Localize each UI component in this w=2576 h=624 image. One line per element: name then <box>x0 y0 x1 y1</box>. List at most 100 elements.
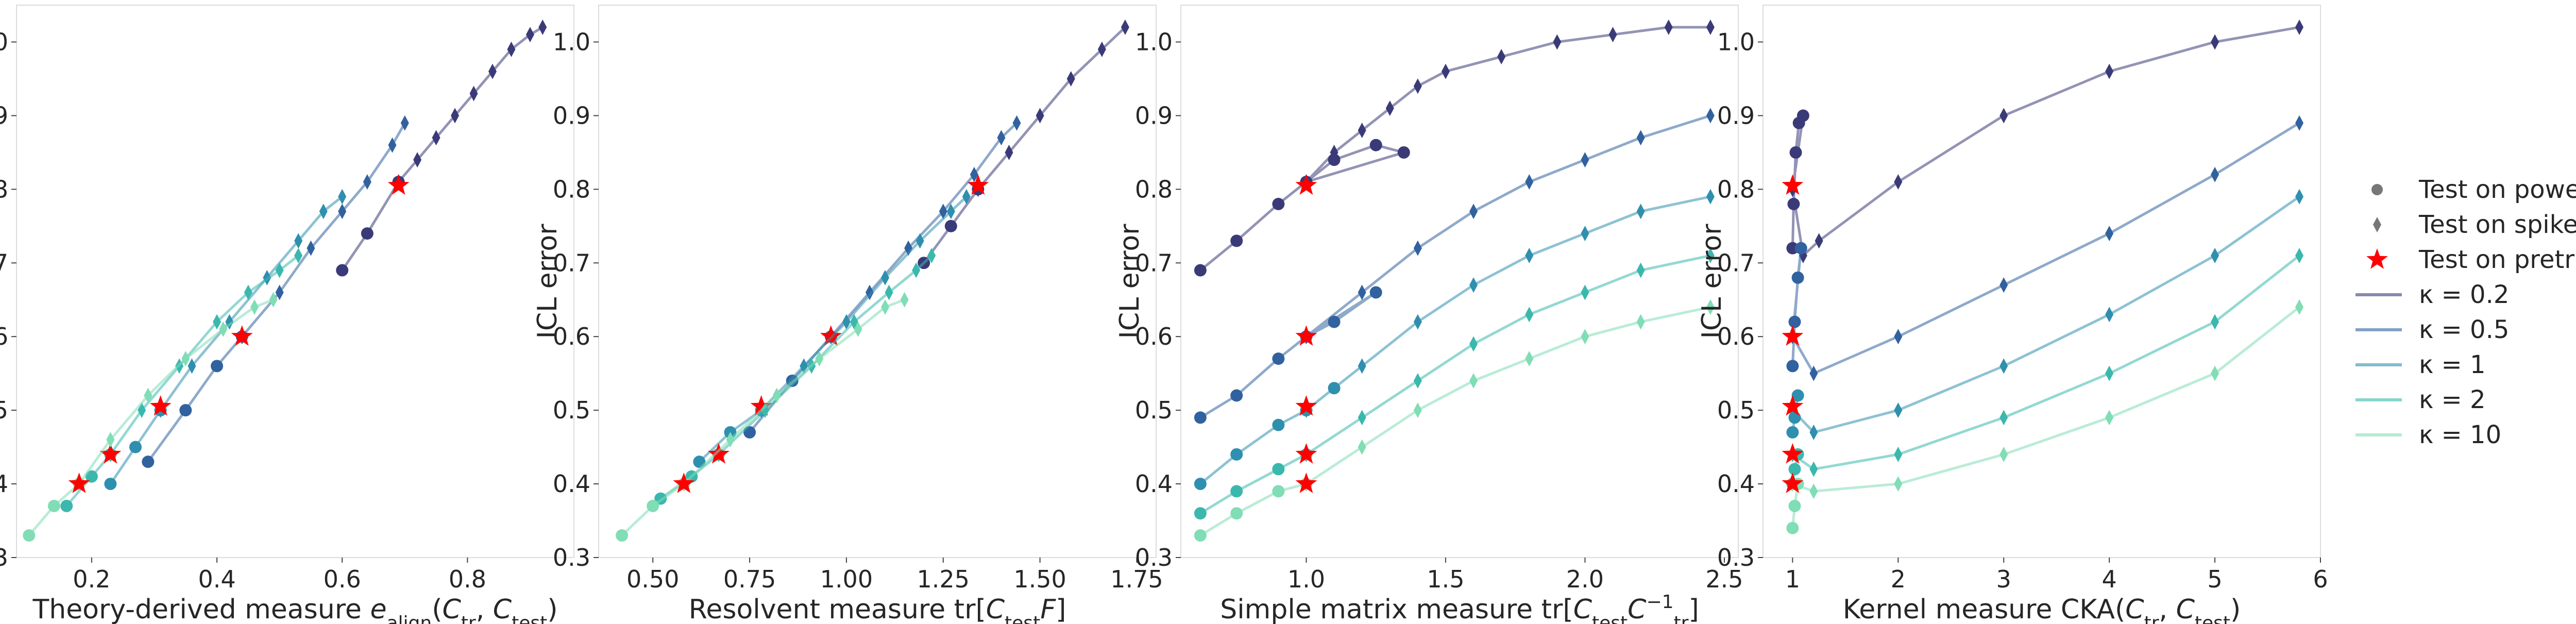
spiked-point <box>1036 108 1044 124</box>
powerlaw-point <box>1194 529 1207 542</box>
spiked-point <box>363 174 371 190</box>
legend-label: κ = 10 <box>2419 420 2501 449</box>
powerlaw-point <box>129 441 142 453</box>
y-tick-label: 0.7 <box>1135 249 1173 277</box>
x-axis-label: Theory-derived measure ealign(Ctr, Ctest… <box>32 594 557 624</box>
spiked-point <box>1469 204 1478 220</box>
spiked-point <box>2211 314 2219 330</box>
legend-label: κ = 1 <box>2419 350 2486 379</box>
y-tick-label: 0.3 <box>0 544 8 571</box>
powerlaw-point <box>1797 109 1809 122</box>
spiked-point <box>451 108 460 124</box>
x-tick-label: 1.5 <box>1427 565 1464 593</box>
x-tick-label: 1.00 <box>820 565 873 593</box>
spiked-point <box>538 19 547 35</box>
spiked-point <box>1706 108 1715 124</box>
powerlaw-point <box>1786 426 1799 439</box>
powerlaw-point <box>1369 286 1382 299</box>
powerlaw-point <box>1328 315 1341 328</box>
y-tick-label: 0.7 <box>0 249 8 277</box>
spiked-point <box>1706 189 1715 205</box>
y-tick-label: 0.8 <box>553 175 590 203</box>
spiked-point <box>2105 365 2114 381</box>
pretrain-star <box>750 395 772 416</box>
spiked-point <box>1413 314 1422 330</box>
powerlaw-point <box>47 499 60 512</box>
powerlaw-point <box>60 499 73 512</box>
powerlaw-point <box>142 456 155 468</box>
spiked-point <box>1636 204 1645 220</box>
x-tick-label: 1.25 <box>917 565 970 593</box>
spiked-point <box>106 432 115 448</box>
pretrain-star <box>673 473 695 493</box>
legend-label: κ = 0.5 <box>2419 315 2509 344</box>
spiked-point <box>1608 27 1617 43</box>
x-tick-label: 0.8 <box>449 565 486 593</box>
spiked-point <box>1581 226 1589 242</box>
spiked-point <box>885 284 893 300</box>
spiked-point <box>275 262 284 278</box>
x-tick-label: 6 <box>2313 565 2328 593</box>
spiked-point <box>1999 358 2008 374</box>
powerlaw-point <box>1788 499 1801 512</box>
spiked-point <box>881 269 890 285</box>
spiked-point <box>2295 19 2304 35</box>
legend-entry-star: Test on pretrain <box>2366 245 2576 274</box>
spiked-point <box>319 204 328 220</box>
panel-1: 0.3 0.4 0.5 0.6 0.7 0.8 0.9 1.0 0.2 0.4 0.6 0.8 ICL … <box>0 5 574 624</box>
powerlaw-point <box>1794 242 1807 255</box>
spiked-point <box>772 387 781 403</box>
x-axis-label: Kernel measure CKA(Ctr, Ctest) <box>1843 594 2241 624</box>
y-tick-label: 0.6 <box>553 323 590 350</box>
spiked-point <box>1809 425 1818 441</box>
y-tick-label: 0.8 <box>1717 175 1755 203</box>
pretrain-star <box>1782 473 1804 493</box>
x-tick-label: 2.5 <box>1705 565 1743 593</box>
legend-entry-kappa-0.5: κ = 0.5 <box>2355 315 2509 344</box>
panel-3: 0.3 0.4 0.5 0.6 0.7 0.8 0.9 1.0 1.0 1.5 2.0 2.5 ICL … <box>1114 5 1743 624</box>
spiked-point <box>2211 34 2219 50</box>
spiked-point <box>927 247 936 263</box>
legend-entry-kappa-10: κ = 10 <box>2355 420 2501 449</box>
powerlaw-point <box>1786 360 1799 373</box>
spiked-point <box>213 314 222 330</box>
series-line <box>923 26 1126 264</box>
spiked-point <box>1894 402 1903 418</box>
spiked-point <box>916 233 924 249</box>
powerlaw-point <box>1230 234 1243 247</box>
y-tick-label: 0.5 <box>553 396 590 424</box>
spiked-point <box>526 27 534 43</box>
powerlaw-point <box>1194 411 1207 424</box>
y-axis-label: ICL error <box>1697 224 1727 339</box>
pretrain-star <box>1295 443 1317 464</box>
spiked-point <box>761 402 770 418</box>
spiked-point <box>1706 247 1715 263</box>
y-tick-label: 0.8 <box>0 175 8 203</box>
powerlaw-point <box>104 478 117 491</box>
powerlaw-point <box>1369 139 1382 151</box>
legend-label: κ = 2 <box>2419 385 2486 414</box>
spiked-point <box>250 299 259 315</box>
spiked-point <box>2295 189 2304 205</box>
powerlaw-point <box>1786 521 1799 534</box>
spiked-point <box>1121 19 1129 35</box>
spiked-point <box>1581 329 1589 345</box>
powerlaw-point <box>1272 197 1285 210</box>
spiked-point <box>1809 461 1818 477</box>
pretrain-star <box>1782 443 1804 464</box>
y-axis-label: ICL error <box>1114 224 1145 339</box>
y-axis-label: ICL error <box>532 224 563 339</box>
spiked-point <box>188 358 196 374</box>
powerlaw-point <box>1272 418 1285 431</box>
x-tick-label: 0.2 <box>73 565 110 593</box>
spiked-point <box>1894 446 1903 462</box>
powerlaw-point <box>361 227 374 240</box>
legend-label: κ = 0.2 <box>2419 280 2509 309</box>
spiked-point <box>1358 439 1366 455</box>
spiked-point <box>854 321 862 337</box>
spiked-point <box>1999 108 2008 124</box>
panel-4: 0.3 0.4 0.5 0.6 0.7 0.8 0.9 1.0 1 2 3 4 5 6 ICL error K… <box>1697 5 2328 624</box>
x-tick-label: 3 <box>1996 565 2011 593</box>
series-line <box>1791 306 2300 529</box>
plot-frame <box>1762 5 2321 558</box>
